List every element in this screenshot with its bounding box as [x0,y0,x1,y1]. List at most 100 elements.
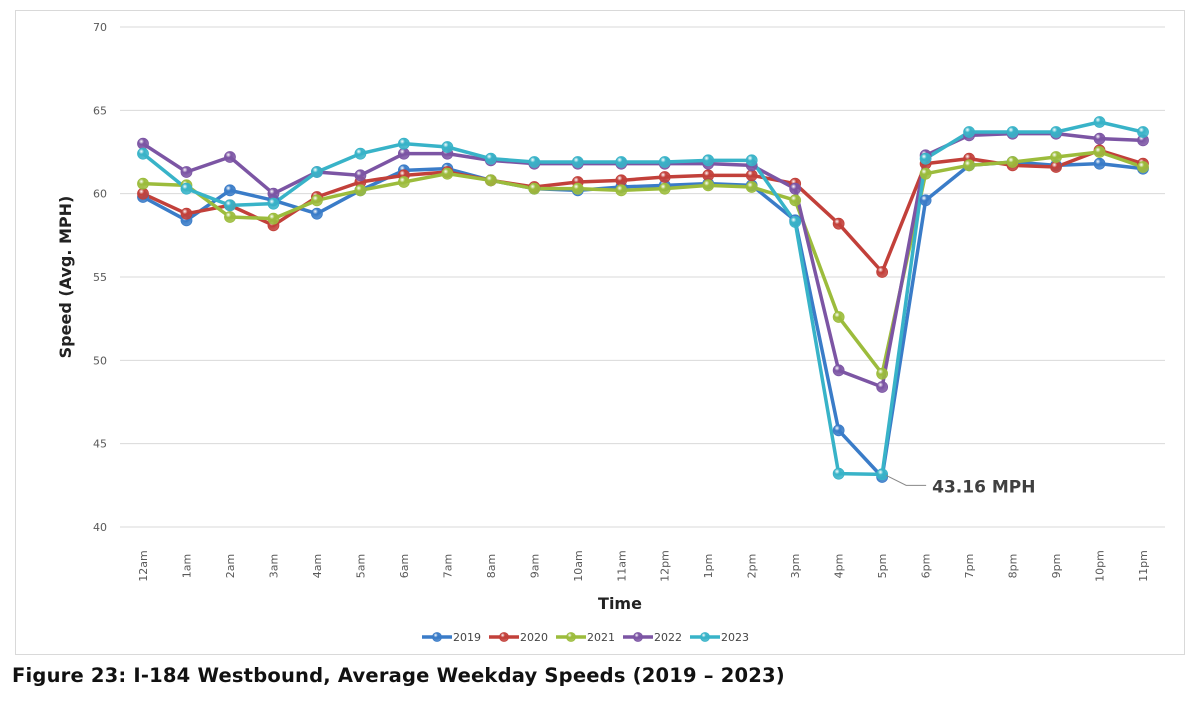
data-point-2023 [1093,116,1106,128]
y-tick-label: 50 [93,354,107,367]
legend-marker-2023 [700,632,710,642]
data-point-2021 [1006,156,1019,168]
data-point-2019 [1093,157,1106,170]
data-point-2021 [832,311,845,323]
x-tick-label: 10pm [1094,550,1107,582]
data-point-2020 [745,169,758,182]
data-point-2021 [441,167,454,180]
data-point-2023 [224,199,236,212]
data-point-2021 [876,367,889,380]
series-line-2023 [141,120,1144,477]
data-point-2023 [1137,126,1149,138]
figure-caption: Figure 23: I-184 Westbound, Average Week… [12,664,785,687]
y-tick-label: 65 [93,104,107,117]
data-point-2021 [702,179,715,192]
data-point-2021 [1137,161,1149,173]
data-point-2023 [919,152,932,165]
x-tick-label: 12pm [659,550,672,582]
data-point-2022 [1093,132,1106,145]
x-tick-label: 8pm [1007,554,1020,579]
series-line-2021 [142,150,1144,376]
data-point-2023 [745,154,758,167]
x-tick-label: 5am [354,554,367,578]
data-point-2021 [137,177,149,190]
data-point-2023 [354,147,367,160]
x-tick-label: 7pm [963,554,976,579]
data-point-2023 [311,166,323,178]
series-line-2022 [142,131,1144,389]
data-point-2021 [484,174,497,187]
data-point-2019 [311,207,323,220]
data-point-2023 [963,126,975,138]
data-point-2020 [615,174,628,187]
x-tick-label: 6pm [920,554,933,579]
y-tick-label: 45 [93,438,107,451]
data-point-2022 [180,166,193,178]
legend-marker-2019 [432,632,442,642]
data-point-2021 [311,194,323,207]
data-point-2019 [919,194,932,207]
data-point-2021 [571,182,584,195]
x-tick-label: 4pm [833,554,846,579]
x-tick-label: 12am [137,550,150,581]
data-point-2021 [224,211,236,223]
legend-label-2023: 2023 [721,631,749,644]
y-tick-label: 40 [93,521,107,534]
x-tick-label: 8am [485,554,498,578]
data-point-2023 [658,156,671,168]
x-tick-label: 6am [398,554,411,578]
y-tick-label: 70 [93,21,107,34]
data-point-2021 [1093,146,1106,158]
data-point-2020 [832,217,845,230]
data-point-2020 [702,169,715,182]
data-point-2019 [832,424,845,437]
data-point-2020 [137,187,149,200]
data-point-2023 [876,468,889,481]
data-point-2021 [658,182,671,195]
data-point-2023 [180,182,193,195]
x-axis-label: Time [598,594,642,613]
data-point-2022 [224,151,236,163]
x-tick-label: 11am [615,550,628,581]
data-point-2022 [267,187,280,200]
data-point-2021 [615,184,628,197]
data-point-2019 [224,184,236,197]
data-point-2023 [397,137,410,150]
data-point-2023 [789,216,802,228]
data-point-2022 [789,182,802,195]
x-tick-label: 11pm [1137,550,1150,582]
legend-label-2022: 2022 [654,631,682,644]
data-point-2022 [354,169,367,182]
x-tick-label: 1pm [702,554,715,579]
data-point-2022 [832,364,845,377]
data-point-2022 [137,137,149,150]
x-tick-label: 7am [441,554,454,578]
legend-label-2021: 2021 [587,631,615,644]
data-point-2021 [745,181,758,193]
data-point-2021 [919,167,932,180]
data-point-2023 [1006,126,1019,138]
data-point-2020 [1050,161,1062,173]
data-point-2023 [267,197,280,210]
data-point-2023 [484,152,497,165]
data-point-2023 [137,147,149,160]
data-point-2023 [832,467,845,480]
data-point-2023 [528,156,541,168]
data-point-2023 [702,154,715,167]
y-axis-label: Speed (Avg. MPH) [56,196,75,359]
data-point-2021 [267,212,280,225]
x-tick-label: 2pm [746,554,759,579]
data-point-2021 [397,176,410,188]
x-tick-label: 2am [224,554,237,578]
data-point-2023 [441,141,454,153]
x-tick-label: 10am [572,550,585,581]
chart-frame [15,10,1185,655]
data-point-2022 [876,381,889,393]
legend-marker-2021 [566,632,576,642]
legend-label-2020: 2020 [520,631,548,644]
data-point-2021 [963,159,975,172]
x-tick-label: 4am [311,554,324,578]
x-tick-label: 1am [180,554,193,578]
data-point-2020 [180,207,193,220]
